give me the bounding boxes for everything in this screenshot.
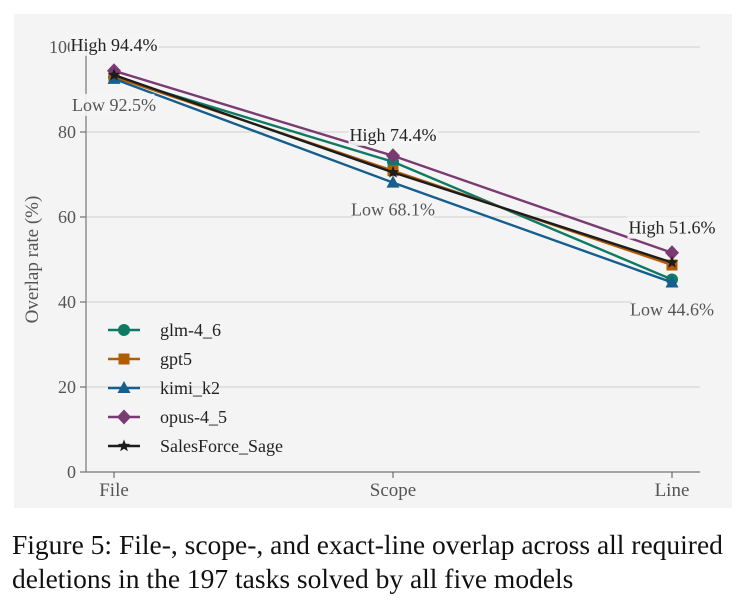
series-lines	[107, 63, 679, 288]
legend-label-opus-4-5: opus-4_5	[160, 407, 227, 427]
legend-marker-kimi-k2	[117, 381, 131, 393]
point-kimi-k2-scope	[386, 175, 400, 188]
point-salesforce-sage-file	[107, 68, 121, 81]
figure-caption: Figure 5: File-, scope-, and exact-line …	[12, 529, 723, 594]
y-tick-label-80: 80	[58, 122, 76, 142]
annotation-scope-above: High 74.4%	[350, 125, 437, 145]
legend-marker-glm-4-6	[118, 324, 130, 336]
annotation-file-below: Low 92.5%	[72, 95, 156, 115]
y-tick-label-100: 100	[49, 37, 76, 57]
annotation-line-above: High 51.6%	[629, 218, 716, 238]
y-axis-title: Overlap rate (%)	[22, 196, 43, 324]
annotation-bg-3	[352, 198, 434, 221]
series-salesforce-sage	[107, 68, 679, 268]
point-opus-4-5-line	[665, 245, 679, 261]
legend-item-salesforce-sage: SalesForce_Sage	[108, 436, 283, 456]
legend-item-glm-4-6: glm-4_6	[108, 320, 221, 340]
legend-marker-salesforce-sage	[117, 439, 131, 452]
legend-label-glm-4-6: glm-4_6	[160, 320, 221, 340]
annotation-scope-below: Low 68.1%	[351, 200, 435, 220]
y-tick-label-60: 60	[58, 207, 76, 227]
point-salesforce-sage-scope	[386, 165, 400, 178]
legend-label-salesforce-sage: SalesForce_Sage	[160, 436, 283, 456]
legend-marker-opus-4-5	[117, 409, 131, 425]
legend-label-kimi-k2: kimi_k2	[160, 378, 220, 398]
legend-item-opus-4-5: opus-4_5	[108, 407, 227, 427]
annotation-bg-2	[348, 123, 438, 146]
annotation-line-below: Low 44.6%	[630, 299, 714, 319]
legend-label-gpt5: gpt5	[160, 349, 192, 369]
annotation-bg-4	[627, 216, 717, 239]
x-tick-label-file: File	[99, 480, 129, 501]
point-kimi-k2-line	[665, 275, 679, 288]
y-tick-label-40: 40	[58, 292, 76, 312]
y-tick-label-20: 20	[58, 377, 76, 397]
x-tick-label-line: Line	[655, 480, 690, 501]
legend-marker-gpt5	[118, 353, 130, 365]
annotation-bg-1	[73, 93, 155, 116]
annotation-file-above: High 94.4%	[71, 35, 158, 55]
plot-background	[14, 14, 732, 508]
axes: 0 20 40 60 80 100 File Scope Line Overlap rate (%…	[22, 37, 700, 501]
point-salesforce-sage-line	[665, 255, 679, 268]
annotation-bg-0	[69, 33, 159, 56]
x-tick-label-scope: Scope	[370, 480, 416, 501]
point-opus-4-5-scope	[386, 148, 400, 164]
legend-item-kimi-k2: kimi_k2	[108, 378, 220, 398]
legend: glm-4_6 gpt5 kimi_k2 opus-4_5 SalesForce_Sag…	[108, 320, 283, 456]
annotations: High 94.4% Low 92.5% High 74.4% Low 68.1% Hi…	[69, 33, 717, 321]
y-tick-label-0: 0	[67, 462, 76, 482]
annotation-bg-5	[631, 298, 713, 321]
legend-item-gpt5: gpt5	[108, 349, 192, 369]
overlap-line-chart: 0 20 40 60 80 100 File Scope Line Overlap rate (%…	[14, 14, 732, 508]
